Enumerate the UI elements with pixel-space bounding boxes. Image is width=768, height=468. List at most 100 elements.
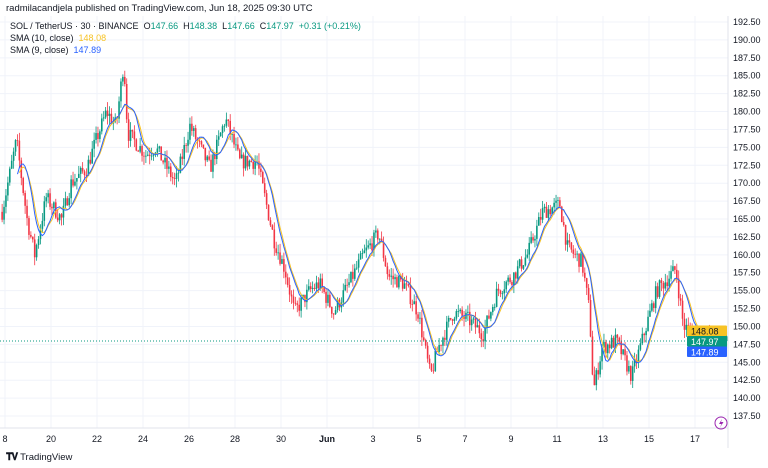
candle-down: [229, 120, 232, 135]
candle-down: [461, 309, 463, 316]
candle-up: [177, 172, 180, 174]
candle-up: [606, 344, 609, 354]
candle-down: [371, 243, 373, 251]
candle-up: [7, 182, 9, 196]
candle-up: [118, 101, 120, 119]
candle-down: [131, 129, 134, 132]
candle-up: [637, 349, 640, 363]
candle-down: [330, 306, 333, 314]
candle-up: [68, 198, 71, 206]
chart-legend: SOL / TetherUS · 30 · BINANCE O147.66 H1…: [10, 20, 361, 56]
candle-down: [643, 333, 646, 336]
candle-down: [89, 159, 92, 164]
sma9-row[interactable]: SMA (9, close) 147.89: [10, 44, 361, 56]
candle-down: [440, 345, 442, 346]
candle-down: [624, 349, 626, 356]
candle-up: [76, 177, 78, 182]
candle-up: [77, 173, 80, 178]
sma9-price-box: [687, 346, 727, 357]
y-tick-label: 175.00: [733, 142, 761, 152]
candle-down: [125, 83, 128, 120]
lightning-icon[interactable]: [714, 416, 728, 430]
candle-up: [217, 136, 220, 140]
candle-down: [570, 242, 573, 250]
candle-up: [670, 271, 672, 279]
candle-up: [369, 243, 371, 246]
candle-down: [286, 277, 289, 285]
candle-up: [206, 156, 209, 161]
low-value: 147.66: [227, 21, 255, 31]
symbol-label[interactable]: SOL / TetherUS · 30 · BINANCE: [10, 21, 139, 31]
candle-up: [254, 162, 256, 169]
x-tick-label: 15: [644, 434, 654, 444]
candle-up: [99, 131, 101, 139]
candle-up: [501, 293, 504, 295]
candle-down: [123, 76, 126, 84]
candle-up: [104, 110, 107, 118]
candle-down: [18, 140, 21, 161]
candle-down: [208, 156, 210, 160]
candle-down: [482, 339, 485, 342]
x-tick-label: 17: [690, 434, 700, 444]
y-tick-label: 165.00: [733, 214, 761, 224]
x-tick-label: Jun: [319, 434, 335, 444]
candle-up: [192, 128, 195, 131]
candle-up: [187, 139, 189, 146]
candle-down: [283, 259, 285, 272]
candle-down: [269, 220, 272, 226]
candle-up: [240, 154, 243, 159]
candle-down: [422, 337, 425, 341]
candle-up: [398, 275, 400, 288]
candle-down: [480, 333, 483, 340]
candle-up: [553, 202, 555, 208]
candle-up: [490, 312, 492, 319]
candle-up: [139, 146, 141, 152]
candle-down: [233, 133, 235, 145]
candle-down: [143, 155, 145, 157]
candle-down: [585, 278, 588, 288]
candle-down: [539, 217, 542, 220]
sma10-label: SMA (10, close): [10, 33, 74, 43]
candle-up: [491, 307, 494, 313]
y-tick-label: 145.00: [733, 357, 761, 367]
candle-down: [72, 179, 74, 186]
footer-brand: 𝐓𝐕 TradingView: [6, 452, 72, 463]
change-value: +0.31 (+0.21%): [298, 21, 361, 31]
candle-down: [409, 285, 412, 305]
price-chart[interactable]: 192.50 190.00 187.50 185.00 182.50 180.00 177.…: [0, 16, 768, 448]
candle-up: [306, 289, 308, 303]
sma10-row[interactable]: SMA (10, close) 148.08: [10, 32, 361, 44]
candle-up: [633, 360, 636, 367]
candle-down: [568, 240, 571, 243]
candle-up: [100, 118, 103, 132]
close-label: C: [259, 21, 267, 31]
candle-up: [212, 154, 214, 172]
candle-down: [597, 370, 600, 375]
ohlc-row: SOL / TetherUS · 30 · BINANCE O147.66 H1…: [10, 20, 361, 32]
candle-down: [51, 206, 53, 209]
candle-up: [340, 302, 343, 308]
candle-down: [290, 294, 293, 297]
candle-up: [74, 181, 76, 186]
y-tick-label: 152.50: [733, 304, 761, 314]
candle-down: [24, 192, 26, 206]
candle-down: [587, 287, 590, 301]
candle-down: [237, 144, 239, 150]
candle-down: [198, 140, 201, 142]
candle-down: [298, 304, 301, 311]
candle-down: [275, 248, 278, 253]
candle-down: [652, 303, 655, 308]
candle-down: [210, 159, 212, 172]
y-tick-label: 162.50: [733, 232, 761, 242]
candle-down: [660, 280, 663, 284]
candle-up: [189, 123, 191, 140]
candle-up: [361, 253, 364, 254]
y-tick-label: 150.00: [733, 321, 761, 331]
candle-down: [317, 282, 320, 289]
candle-down: [214, 154, 216, 160]
candle-down: [137, 150, 140, 152]
candle-down: [258, 161, 260, 169]
candle-down: [386, 266, 389, 275]
candle-up: [528, 242, 531, 255]
candle-down: [578, 253, 580, 267]
